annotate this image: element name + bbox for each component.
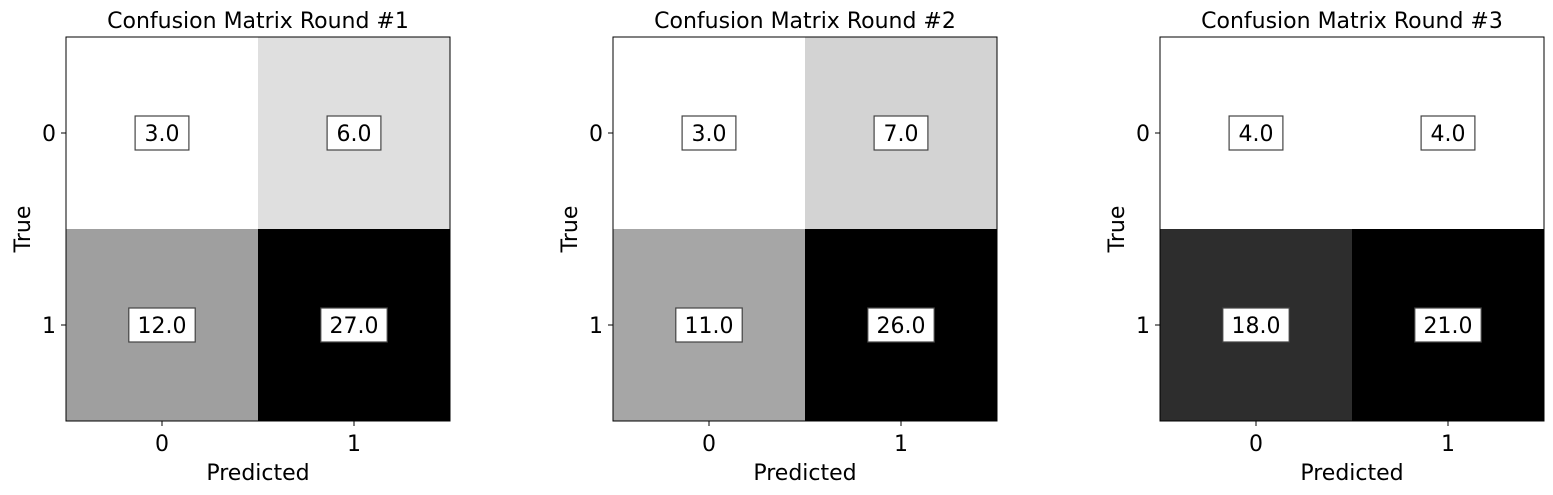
value-label-box	[320, 307, 388, 343]
confusion-matrix-panel-2: 3.0 7.0 11.0 26.0 Confusion Matrix Round #2 0…	[558, 9, 998, 486]
value-label: 27.0	[330, 314, 379, 339]
value-label: 3.0	[145, 122, 180, 147]
y-tick-label: 1	[1136, 314, 1150, 339]
plot-frame	[65, 36, 451, 422]
plot-frame	[1159, 36, 1545, 422]
x-axis-label: Predicted	[1300, 461, 1403, 486]
y-tick-label: 0	[1136, 122, 1150, 147]
value-label: 18.0	[1232, 314, 1281, 339]
value-label: 21.0	[1424, 314, 1473, 339]
y-axis-label: True	[11, 206, 36, 254]
x-tick-label: 1	[894, 432, 908, 457]
x-axis-label: Predicted	[753, 461, 856, 486]
y-tick-label: 0	[42, 122, 56, 147]
value-label: 3.0	[692, 122, 727, 147]
y-tick-label: 1	[42, 314, 56, 339]
y-axis-label: True	[558, 206, 583, 254]
y-tick-label: 0	[589, 122, 603, 147]
y-axis-label: True	[1105, 206, 1130, 254]
value-label-box	[1414, 307, 1482, 343]
value-label-box	[675, 307, 743, 343]
x-tick-label: 0	[1249, 432, 1263, 457]
value-label-box	[1420, 115, 1476, 151]
value-label: 4.0	[1239, 122, 1274, 147]
value-label-box	[128, 307, 196, 343]
chart-title: Confusion Matrix Round #2	[654, 9, 956, 34]
plot-frame	[612, 36, 998, 422]
value-label: 11.0	[685, 314, 734, 339]
value-label-box	[873, 115, 929, 151]
value-label: 6.0	[337, 122, 372, 147]
value-label-box	[1228, 115, 1284, 151]
confusion-matrix-panel-3: 4.0 4.0 18.0 21.0 Confusion Matrix Round #3 0…	[1105, 9, 1545, 486]
confusion-matrix-panel-1: 3.0 6.0 12.0 27.0 Confusion Matrix Round #1 0…	[11, 9, 451, 486]
value-label: 7.0	[884, 122, 919, 147]
value-label: 26.0	[877, 314, 926, 339]
x-tick-label: 0	[155, 432, 169, 457]
x-tick-label: 1	[347, 432, 361, 457]
value-label-box	[867, 307, 935, 343]
value-label-box	[1222, 307, 1290, 343]
y-tick-label: 1	[589, 314, 603, 339]
value-label-box	[134, 115, 190, 151]
value-label: 12.0	[138, 314, 187, 339]
x-tick-label: 1	[1441, 432, 1455, 457]
value-label-box	[681, 115, 737, 151]
x-tick-label: 0	[702, 432, 716, 457]
chart-title: Confusion Matrix Round #3	[1201, 9, 1503, 34]
value-label-box	[326, 115, 382, 151]
chart-title: Confusion Matrix Round #1	[107, 9, 409, 34]
value-label: 4.0	[1431, 122, 1466, 147]
x-axis-label: Predicted	[206, 461, 309, 486]
